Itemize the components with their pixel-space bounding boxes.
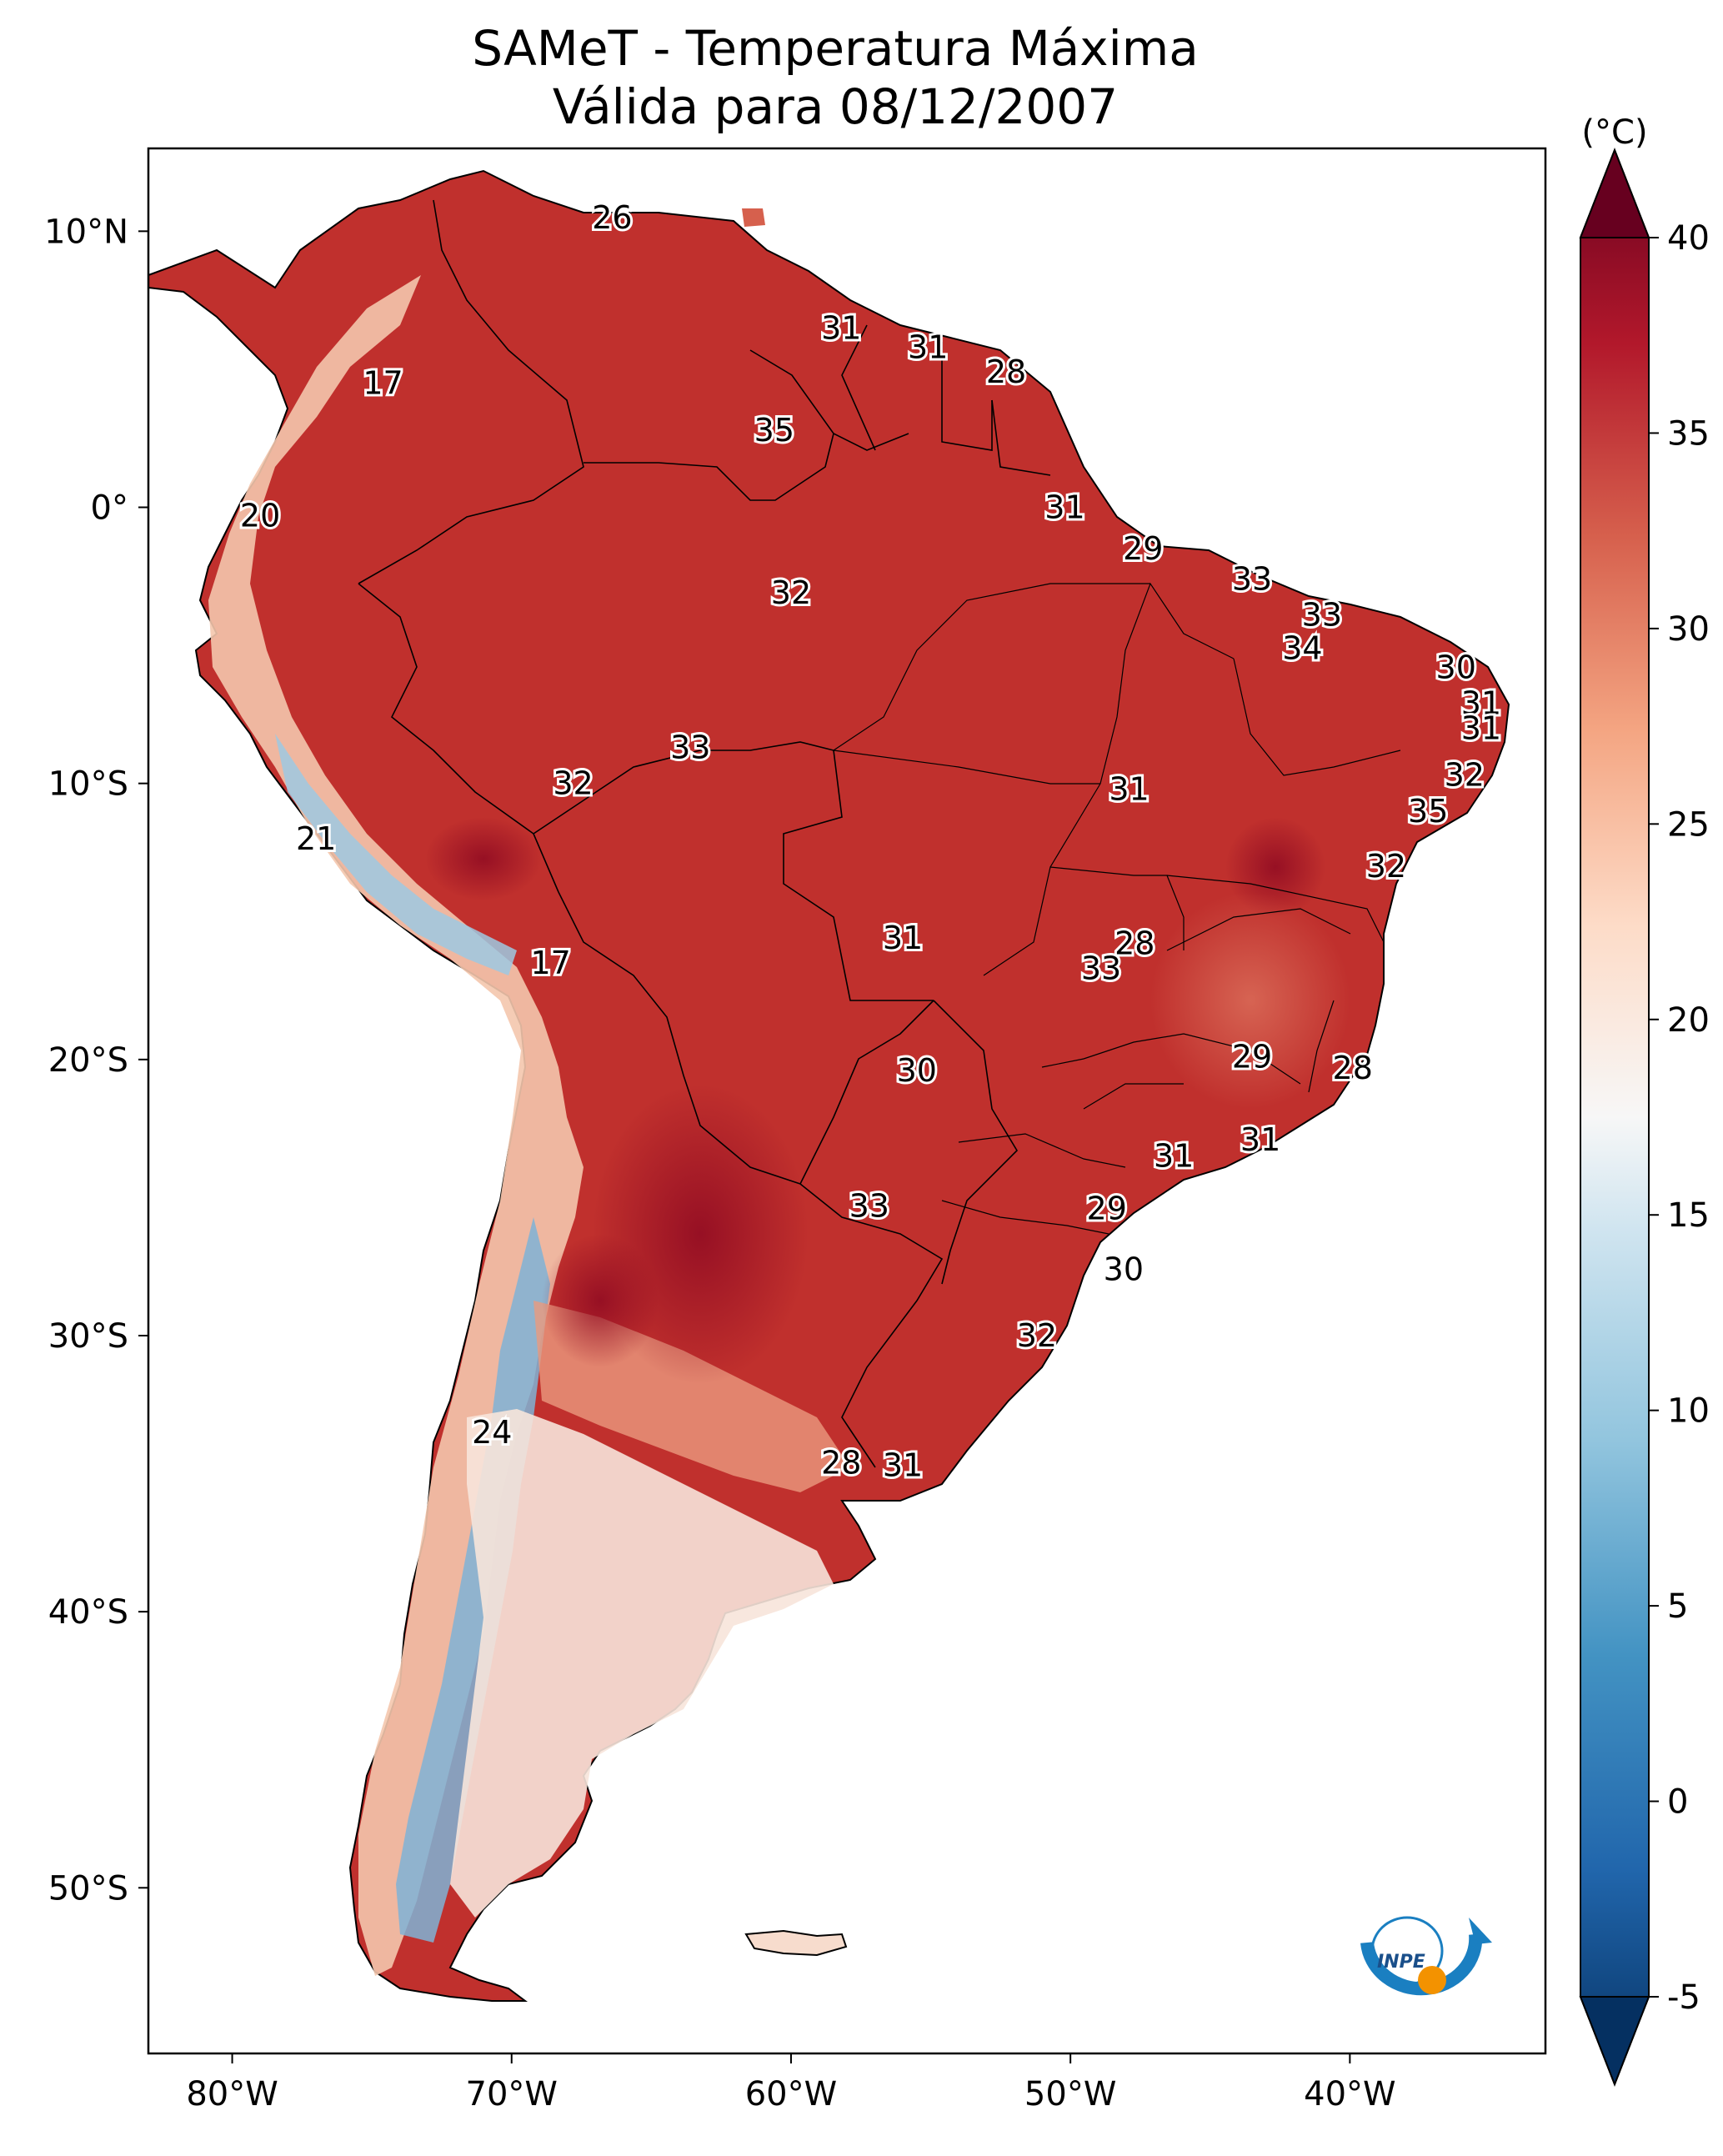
station-value: 31: [883, 1447, 923, 1484]
station-value: 31: [1240, 1121, 1280, 1158]
station-value: 21: [296, 820, 336, 857]
station-value: 31: [883, 920, 923, 956]
lon-tick-label: 50°W: [1024, 2075, 1116, 2113]
longitude-axis: 80°W 70°W 60°W 50°W 40°W: [186, 2053, 1396, 2113]
lon-tick-label: 70°W: [466, 2075, 558, 2113]
station-value: 28: [986, 353, 1026, 390]
station-value: 31: [1154, 1138, 1194, 1175]
station-value: 32: [1366, 848, 1406, 885]
colorbar-tick-label: -5: [1667, 1978, 1700, 2017]
title-line-2: Válida para 08/12/2007: [553, 78, 1118, 135]
latitude-axis: 10°N 0° 10°S 20°S 30°S 40°S 50°S: [44, 213, 148, 1908]
southern-andes-cold: [396, 1217, 550, 1943]
logo-dot: [1418, 1966, 1446, 1994]
inpe-logo: INPE: [1360, 1916, 1492, 1996]
colorbar-extend-min: [1579, 1996, 1650, 2087]
station-value: 33: [1302, 597, 1342, 634]
station-value: 32: [771, 574, 811, 611]
colorbar-tick-label: 10: [1667, 1392, 1710, 1431]
trinidad-island: [742, 208, 765, 227]
station-value: 30: [897, 1052, 937, 1089]
andes-cold-core: [275, 734, 517, 975]
lon-tick-label: 60°W: [745, 2075, 837, 2113]
lat-tick-label: 10°S: [48, 765, 128, 804]
station-value: 29: [1087, 1191, 1127, 1227]
colorbar-extend-max: [1579, 148, 1650, 238]
station-value: 33: [670, 730, 710, 766]
station-value: 31: [1461, 709, 1501, 746]
station-value: 35: [754, 412, 794, 449]
station-value: 29: [1123, 530, 1163, 567]
station-value: 28: [821, 1444, 861, 1481]
colorbar-tick-label: 20: [1667, 1001, 1710, 1040]
logo-arrow-icon: [1469, 1918, 1492, 1944]
station-value: 31: [821, 309, 861, 346]
station-value: 17: [363, 364, 403, 401]
lat-tick-label: 40°S: [48, 1593, 128, 1632]
colorbar-tick-label: 35: [1667, 414, 1710, 453]
map-frame: [147, 147, 1547, 2055]
station-value: 35: [1408, 793, 1448, 830]
station-value: 24: [472, 1414, 512, 1451]
lon-tick-label: 40°W: [1304, 2075, 1395, 2113]
station-value: 32: [1445, 757, 1485, 794]
colorbar-unit: (°C): [1581, 113, 1647, 152]
station-value: 30: [1436, 649, 1476, 686]
station-value: 31: [1044, 489, 1084, 526]
colorbar-ticks: -5 0 5 10 15 20 25 30 35 40: [1649, 219, 1710, 2017]
station-value: 28: [1114, 925, 1155, 962]
lat-tick-label: 30°S: [48, 1317, 128, 1356]
station-value: 31: [1461, 685, 1501, 722]
lat-tick-label: 0°: [91, 489, 128, 528]
country-borders: [358, 199, 1051, 1468]
colorbar-tick-label: 5: [1667, 1587, 1688, 1626]
hotspot-peru: [425, 817, 542, 900]
lat-tick-label: 20°S: [48, 1041, 128, 1080]
hotspot-argentina: [542, 1234, 659, 1367]
logo-ring: [1370, 1916, 1444, 1986]
colorbar-tick-label: 15: [1667, 1196, 1710, 1235]
station-value: 32: [553, 765, 593, 802]
station-value: 28: [1333, 1050, 1373, 1086]
colorbar-gradient: [1580, 148, 1650, 2087]
falkland-islands: [744, 1929, 848, 1957]
colorbar: (°C) -5 0 5 10 15 20 25 30 35 40: [1579, 113, 1710, 2087]
title-line-1: SAMeT - Temperatura Máxima: [472, 20, 1199, 77]
station-value: 32: [1017, 1317, 1057, 1354]
warm-minas: [1150, 892, 1350, 1109]
lon-tick-label: 80°W: [186, 2075, 278, 2113]
logo-text: INPE: [1377, 1952, 1425, 1973]
colorbar-tick-label: 0: [1667, 1783, 1688, 1822]
station-value: 33: [849, 1187, 889, 1224]
station-value: 30: [1104, 1251, 1144, 1288]
station-value: 34: [1282, 629, 1322, 666]
state-borders: [833, 582, 1401, 1235]
station-value: 20: [240, 497, 280, 534]
colorbar-tick-label: 30: [1667, 610, 1710, 649]
station-value: 31: [908, 328, 948, 365]
station-value: 31: [1109, 770, 1149, 807]
station-value: 33: [1081, 950, 1121, 987]
colorbar-tick-label: 25: [1667, 805, 1710, 844]
lat-tick-label: 10°N: [44, 213, 128, 251]
colorbar-tick-label: 40: [1667, 219, 1710, 258]
station-value: 17: [531, 945, 571, 981]
station-value: 29: [1232, 1039, 1272, 1075]
patagonia-light: [450, 1409, 834, 1918]
lat-tick-label: 50°S: [48, 1869, 128, 1908]
station-value: 26: [592, 199, 632, 236]
station-value: 33: [1232, 561, 1272, 598]
